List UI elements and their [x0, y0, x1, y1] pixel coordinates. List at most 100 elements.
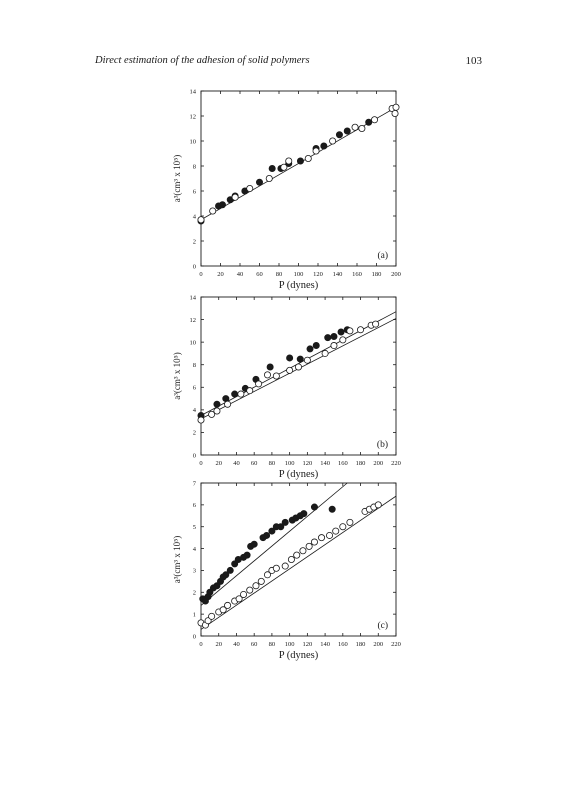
- panel-2-xtick-label: 60: [251, 460, 258, 467]
- panel-2-filled-point: [296, 355, 304, 363]
- panel-2-open-point: [237, 390, 245, 398]
- panel-2-ytick-label: 12: [190, 317, 197, 324]
- panel-1-filled-point: [296, 157, 304, 165]
- panel-3-xtick-label: 180: [356, 641, 366, 648]
- panel-3-open-point: [246, 586, 254, 594]
- panel-3-open-point: [257, 577, 265, 585]
- panel-3-open-point: [240, 590, 248, 598]
- running-title: Direct estimation of the adhesion of sol…: [95, 55, 310, 66]
- panel-3-ytick-label: 5: [193, 524, 196, 531]
- panel-2-xtick-label: 100: [285, 460, 295, 467]
- panel-1-ytick-label: 0: [193, 263, 196, 270]
- panel-3-filled-point: [281, 518, 289, 526]
- panel-2-ytick-label: 14: [190, 294, 197, 301]
- panel-3-panel-label: (c): [377, 620, 388, 631]
- panel-3-open-point: [346, 518, 354, 526]
- panel-2-open-point: [303, 356, 311, 364]
- panel-1-open-point: [231, 193, 239, 201]
- panel-1-ytick-label: 10: [190, 138, 197, 145]
- panel-3-open-point: [252, 582, 260, 590]
- panel-2-xtick-label: 120: [302, 460, 312, 467]
- panel-2-open-point: [224, 400, 232, 408]
- panel-3-open-point: [281, 562, 289, 570]
- panel-1-open-point: [265, 174, 273, 182]
- panel-2-open-point: [330, 342, 338, 350]
- panel-2-open-point: [208, 410, 216, 418]
- panel-3-filled-point: [268, 527, 276, 535]
- panel-1-open-point: [392, 103, 400, 111]
- panel-2-filled-point: [324, 334, 332, 342]
- panel-1-ytick-label: 8: [193, 163, 196, 170]
- panel-2-filled-point: [266, 363, 274, 371]
- panel-1-xtick-label: 0: [199, 271, 202, 278]
- panel-3-xtick-label: 200: [373, 641, 383, 648]
- panel-1-filled-point: [268, 164, 276, 172]
- panel-2-open-point: [246, 387, 254, 395]
- panel-3-ylabel: a³(cm³ x 10⁵): [172, 536, 182, 584]
- panel-3-xtick-label: 60: [251, 641, 258, 648]
- panel-1-xtick-label: 140: [333, 271, 343, 278]
- panel-3-filled-point: [263, 531, 271, 539]
- panel-1-open-point: [371, 116, 379, 124]
- panel-3-filled-point: [222, 571, 230, 579]
- panel-3-open-point: [339, 523, 347, 531]
- panel-3-filled-point: [277, 523, 285, 531]
- panel-3-filled-point: [300, 510, 308, 518]
- panel-3-open-point: [305, 542, 313, 550]
- panel-3-fit-line-2: [200, 495, 397, 630]
- panel-2-filled-point: [213, 400, 221, 408]
- panel-1-xtick-label: 100: [294, 271, 304, 278]
- panel-2-xtick-label: 40: [233, 460, 240, 467]
- panel-2-ytick-label: 2: [193, 430, 196, 437]
- panel-2-filled-point: [231, 390, 239, 398]
- panel-3-open-point: [219, 606, 227, 614]
- panel-1-frame: [200, 90, 397, 267]
- panel-3-open-point: [374, 501, 382, 509]
- panel-2-xtick-label: 200: [373, 460, 383, 467]
- panel-1-filled-point: [335, 131, 343, 139]
- panel-3-frame: [200, 482, 397, 637]
- panel-2-open-point: [294, 363, 302, 371]
- panel-3-xtick-label: 40: [233, 641, 240, 648]
- panel-1-filled-point: [218, 201, 226, 209]
- panel-3-open-point: [235, 595, 243, 603]
- panel-2-xtick-label: 220: [391, 460, 401, 467]
- panel-2-xtick-label: 80: [269, 460, 276, 467]
- panel-3-ytick-label: 7: [193, 480, 197, 487]
- panel-2-open-point: [357, 326, 365, 334]
- panel-3-filled-point: [226, 566, 234, 574]
- panel-2-xtick-label: 180: [356, 460, 366, 467]
- panel-1-xtick-label: 60: [256, 271, 263, 278]
- panel-3-ytick-label: 6: [193, 502, 197, 509]
- panel-2-filled-point: [286, 354, 294, 362]
- panel-2-open-point: [346, 327, 354, 335]
- panel-3-open-point: [310, 538, 318, 546]
- panel-1-ylabel: a³(cm³ x 10⁵): [172, 155, 182, 203]
- panel-1-xtick-label: 40: [237, 271, 244, 278]
- panel-1-xtick-label: 20: [217, 271, 224, 278]
- panel-2-filled-point: [330, 332, 338, 340]
- panel-3-xtick-label: 100: [285, 641, 295, 648]
- panel-1-ytick-label: 14: [190, 88, 197, 95]
- panel-1-ytick-label: 2: [193, 238, 196, 245]
- panel-3-ytick-label: 1: [193, 611, 196, 618]
- panel-1-ytick-label: 4: [193, 213, 197, 220]
- panel-1-open-point: [391, 110, 399, 118]
- panel-3-open-point: [332, 527, 340, 535]
- panel-1-filled-point: [320, 142, 328, 150]
- panel-3-fit-line-1: [200, 482, 348, 606]
- panel-2-open-point: [255, 380, 263, 388]
- panel-2-ytick-label: 0: [193, 452, 196, 459]
- panel-2-open-point: [263, 371, 271, 379]
- panel-1-open-point: [285, 157, 293, 165]
- panel-2-open-point: [272, 372, 280, 380]
- panel-3-xtick-label: 160: [338, 641, 348, 648]
- panel-2-xlabel: P (dynes): [279, 469, 319, 480]
- panel-1-open-point: [358, 125, 366, 133]
- panel-2-panel-label: (b): [377, 439, 388, 450]
- panel-1-xlabel: P (dynes): [279, 280, 319, 291]
- panel-3-open-point: [293, 551, 301, 559]
- panel-3-filled-point: [243, 551, 251, 559]
- panel-3-open-point: [326, 531, 334, 539]
- panel-3-open-point: [299, 547, 307, 555]
